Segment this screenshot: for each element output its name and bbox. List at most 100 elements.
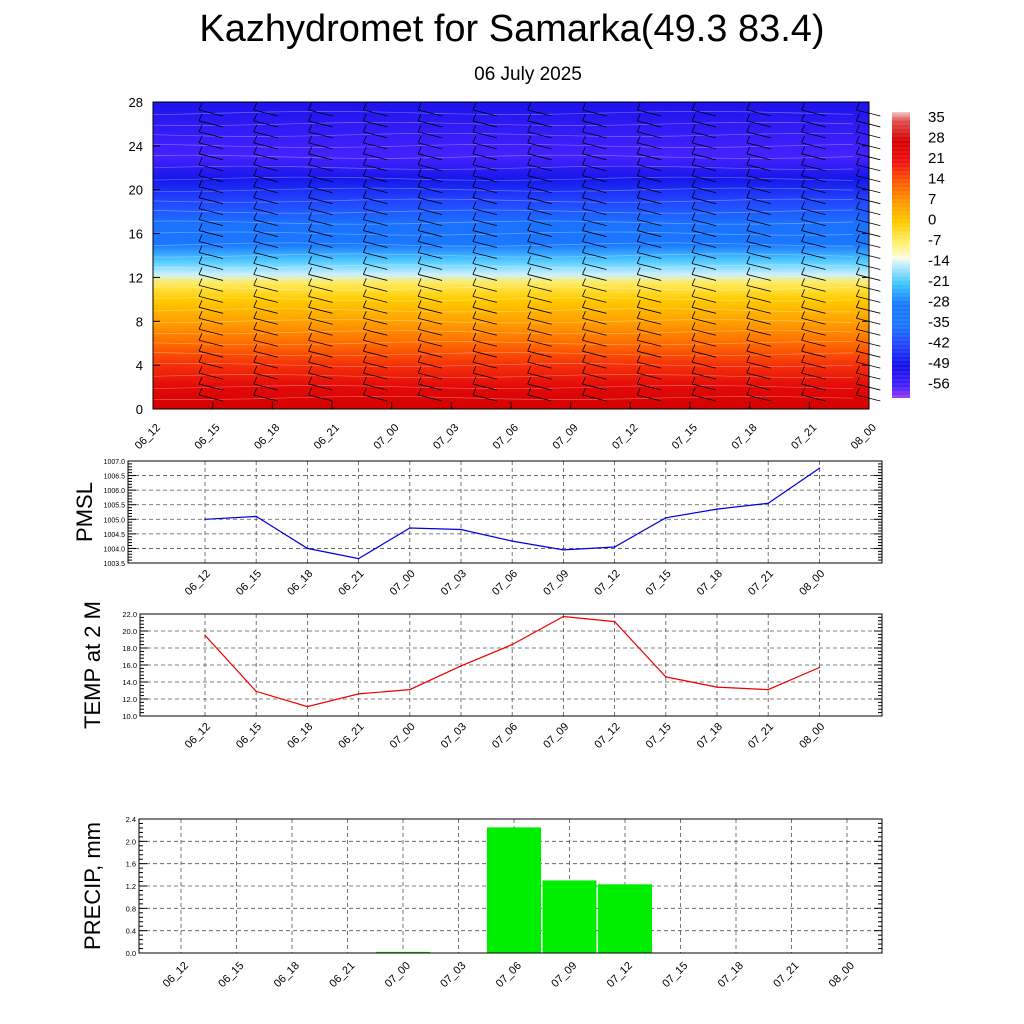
wind-barb: [472, 131, 497, 139]
wind-barb: [527, 164, 552, 172]
wind-barb: [527, 120, 552, 128]
contour-line: [152, 396, 854, 400]
wind-barb: [472, 109, 497, 117]
x-tick-label: 07_18: [716, 960, 746, 990]
wind-barb-flag: [198, 344, 203, 352]
wind-barb-flag: [855, 365, 860, 374]
wind-barb-flag: [362, 179, 367, 187]
wind-barb-flag: [636, 201, 641, 209]
wind-barb: [418, 241, 443, 248]
wind-barb-flag: [691, 333, 696, 341]
wind-barb: [801, 350, 826, 358]
wind-barb-flag: [198, 201, 203, 209]
wind-barb: [363, 285, 388, 292]
wind-barb-flag: [582, 190, 586, 198]
wind-barb: [363, 383, 388, 391]
x-tick-label: 07_06: [490, 568, 520, 598]
wind-barb-flag: [582, 102, 586, 111]
y-tick-label: 16.0: [122, 661, 137, 670]
wind-barb-flag: [636, 354, 641, 363]
wind-barb-flag: [582, 387, 586, 396]
wind-barb: [363, 372, 388, 380]
y-tick-label: 4: [136, 358, 143, 373]
wind-barb: [198, 383, 224, 391]
wind-barb-flag: [527, 322, 532, 330]
wind-barb-flag: [253, 300, 258, 308]
wind-barb-flag: [582, 212, 586, 220]
wind-barb-flag: [691, 267, 696, 275]
wind-barb-flag: [801, 354, 805, 363]
wind-barb: [418, 285, 443, 292]
wind-barb-flag: [253, 212, 258, 220]
wind-barb: [691, 361, 717, 369]
wind-barb-flag: [417, 300, 422, 308]
wind-barb-flag: [582, 322, 586, 330]
data-point: [357, 557, 360, 560]
data-point: [511, 540, 513, 542]
wind-barb-flag: [855, 333, 860, 341]
wind-barb: [308, 153, 333, 161]
contour-line: [152, 220, 854, 225]
wind-barb: [801, 164, 826, 172]
wind-barb-flag: [746, 278, 751, 286]
wind-barb: [856, 285, 881, 292]
wind-barb: [253, 153, 278, 161]
wind-barb: [363, 197, 388, 205]
wind-barb-flag: [527, 300, 532, 308]
wind-barb-flag: [472, 146, 477, 154]
wind-barb-flag: [746, 157, 751, 165]
x-tick-label: 06_15: [192, 422, 222, 452]
y-tick-label: 10.0: [122, 712, 137, 721]
wind-barb: [746, 339, 771, 347]
wind-barb: [472, 208, 497, 216]
wind-barb: [637, 142, 662, 150]
wind-barb-flag: [801, 113, 805, 122]
wind-barb-flag: [198, 289, 203, 297]
wind-barb-flag: [308, 212, 312, 220]
wind-barb-flag: [636, 365, 641, 374]
wind-barb-flag: [472, 190, 477, 198]
wind-barb-flag: [691, 157, 696, 165]
wind-barb: [418, 142, 443, 150]
wind-barb: [801, 230, 826, 237]
wind-barb: [582, 252, 607, 259]
wind-barb: [691, 274, 717, 281]
wind-barb-flag: [362, 387, 367, 396]
wind-barb-flag: [855, 135, 860, 144]
data-point: [767, 688, 769, 691]
wind-barb-flag: [746, 344, 751, 352]
wind-barb: [418, 230, 443, 237]
colorbar-label: -21: [928, 273, 950, 290]
wind-barb-flag: [691, 365, 696, 374]
wind-barb-flag: [855, 157, 860, 165]
contour-line: [152, 253, 854, 258]
wind-barb-flag: [801, 190, 805, 198]
wind-barb: [527, 361, 552, 369]
contour-line: [152, 111, 854, 115]
wind-barb-flag: [636, 256, 641, 264]
data-point: [716, 686, 718, 688]
wind-barb: [527, 197, 552, 205]
wind-barb-flag: [582, 344, 586, 352]
wind-barb-flag: [198, 102, 203, 111]
wind-barb-flag: [582, 146, 586, 154]
wind-barb-flag: [527, 267, 532, 275]
wind-barb: [472, 186, 497, 194]
wind-barb-flag: [308, 376, 312, 385]
wind-barb-flag: [472, 179, 477, 187]
wind-barb: [801, 175, 826, 183]
x-tick-label: 07_06: [491, 422, 521, 452]
x-tick-label: 07_21: [746, 721, 776, 751]
wind-barb: [253, 120, 278, 128]
x-tick-label: 08_00: [797, 568, 827, 598]
wind-barb-flag: [855, 245, 860, 253]
wind-barb-flag: [582, 113, 586, 122]
wind-barb: [527, 306, 552, 314]
data-point: [562, 549, 565, 551]
wind-barb: [527, 208, 552, 216]
wind-barb-flag: [527, 223, 532, 231]
wind-barb: [363, 219, 388, 226]
wind-barb: [363, 230, 388, 237]
wind-barb: [363, 361, 388, 369]
wind-barb: [198, 274, 224, 281]
